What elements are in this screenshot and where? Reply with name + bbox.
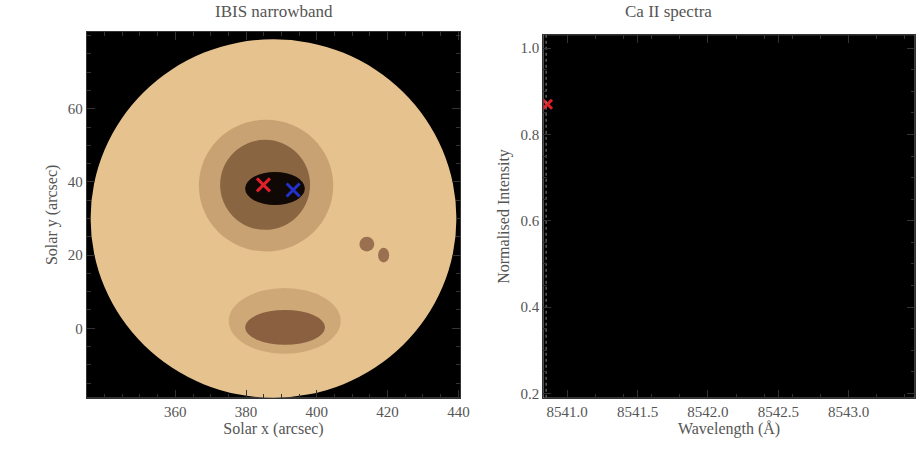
svg-text:400: 400: [306, 404, 329, 420]
svg-text:360: 360: [164, 404, 187, 420]
svg-text:60: 60: [68, 101, 83, 117]
svg-text:Solar x (arcsec): Solar x (arcsec): [223, 420, 323, 438]
svg-text:8543.0: 8543.0: [828, 404, 869, 420]
svg-text:8541.0: 8541.0: [547, 404, 588, 420]
svg-text:1.0: 1.0: [521, 40, 540, 56]
svg-text:440: 440: [447, 404, 470, 420]
svg-text:Wavelength (Å): Wavelength (Å): [678, 420, 780, 438]
svg-text:IBIS narrowband: IBIS narrowband: [215, 2, 333, 21]
svg-text:8542.5: 8542.5: [758, 404, 799, 420]
svg-text:0.2: 0.2: [521, 386, 540, 402]
svg-text:420: 420: [376, 404, 399, 420]
svg-text:0.6: 0.6: [521, 213, 540, 229]
svg-text:380: 380: [235, 404, 258, 420]
svg-text:Solar y (arcsec): Solar y (arcsec): [43, 165, 61, 265]
svg-text:Normalised Intensity: Normalised Intensity: [495, 149, 513, 284]
svg-text:8541.5: 8541.5: [617, 404, 658, 420]
svg-text:0.4: 0.4: [521, 299, 540, 315]
svg-text:Ca II spectra: Ca II spectra: [625, 2, 712, 21]
svg-text:0: 0: [75, 321, 83, 337]
svg-text:20: 20: [68, 247, 83, 263]
svg-text:8542.0: 8542.0: [687, 404, 728, 420]
svg-text:0.8: 0.8: [521, 127, 540, 143]
svg-text:40: 40: [68, 174, 83, 190]
